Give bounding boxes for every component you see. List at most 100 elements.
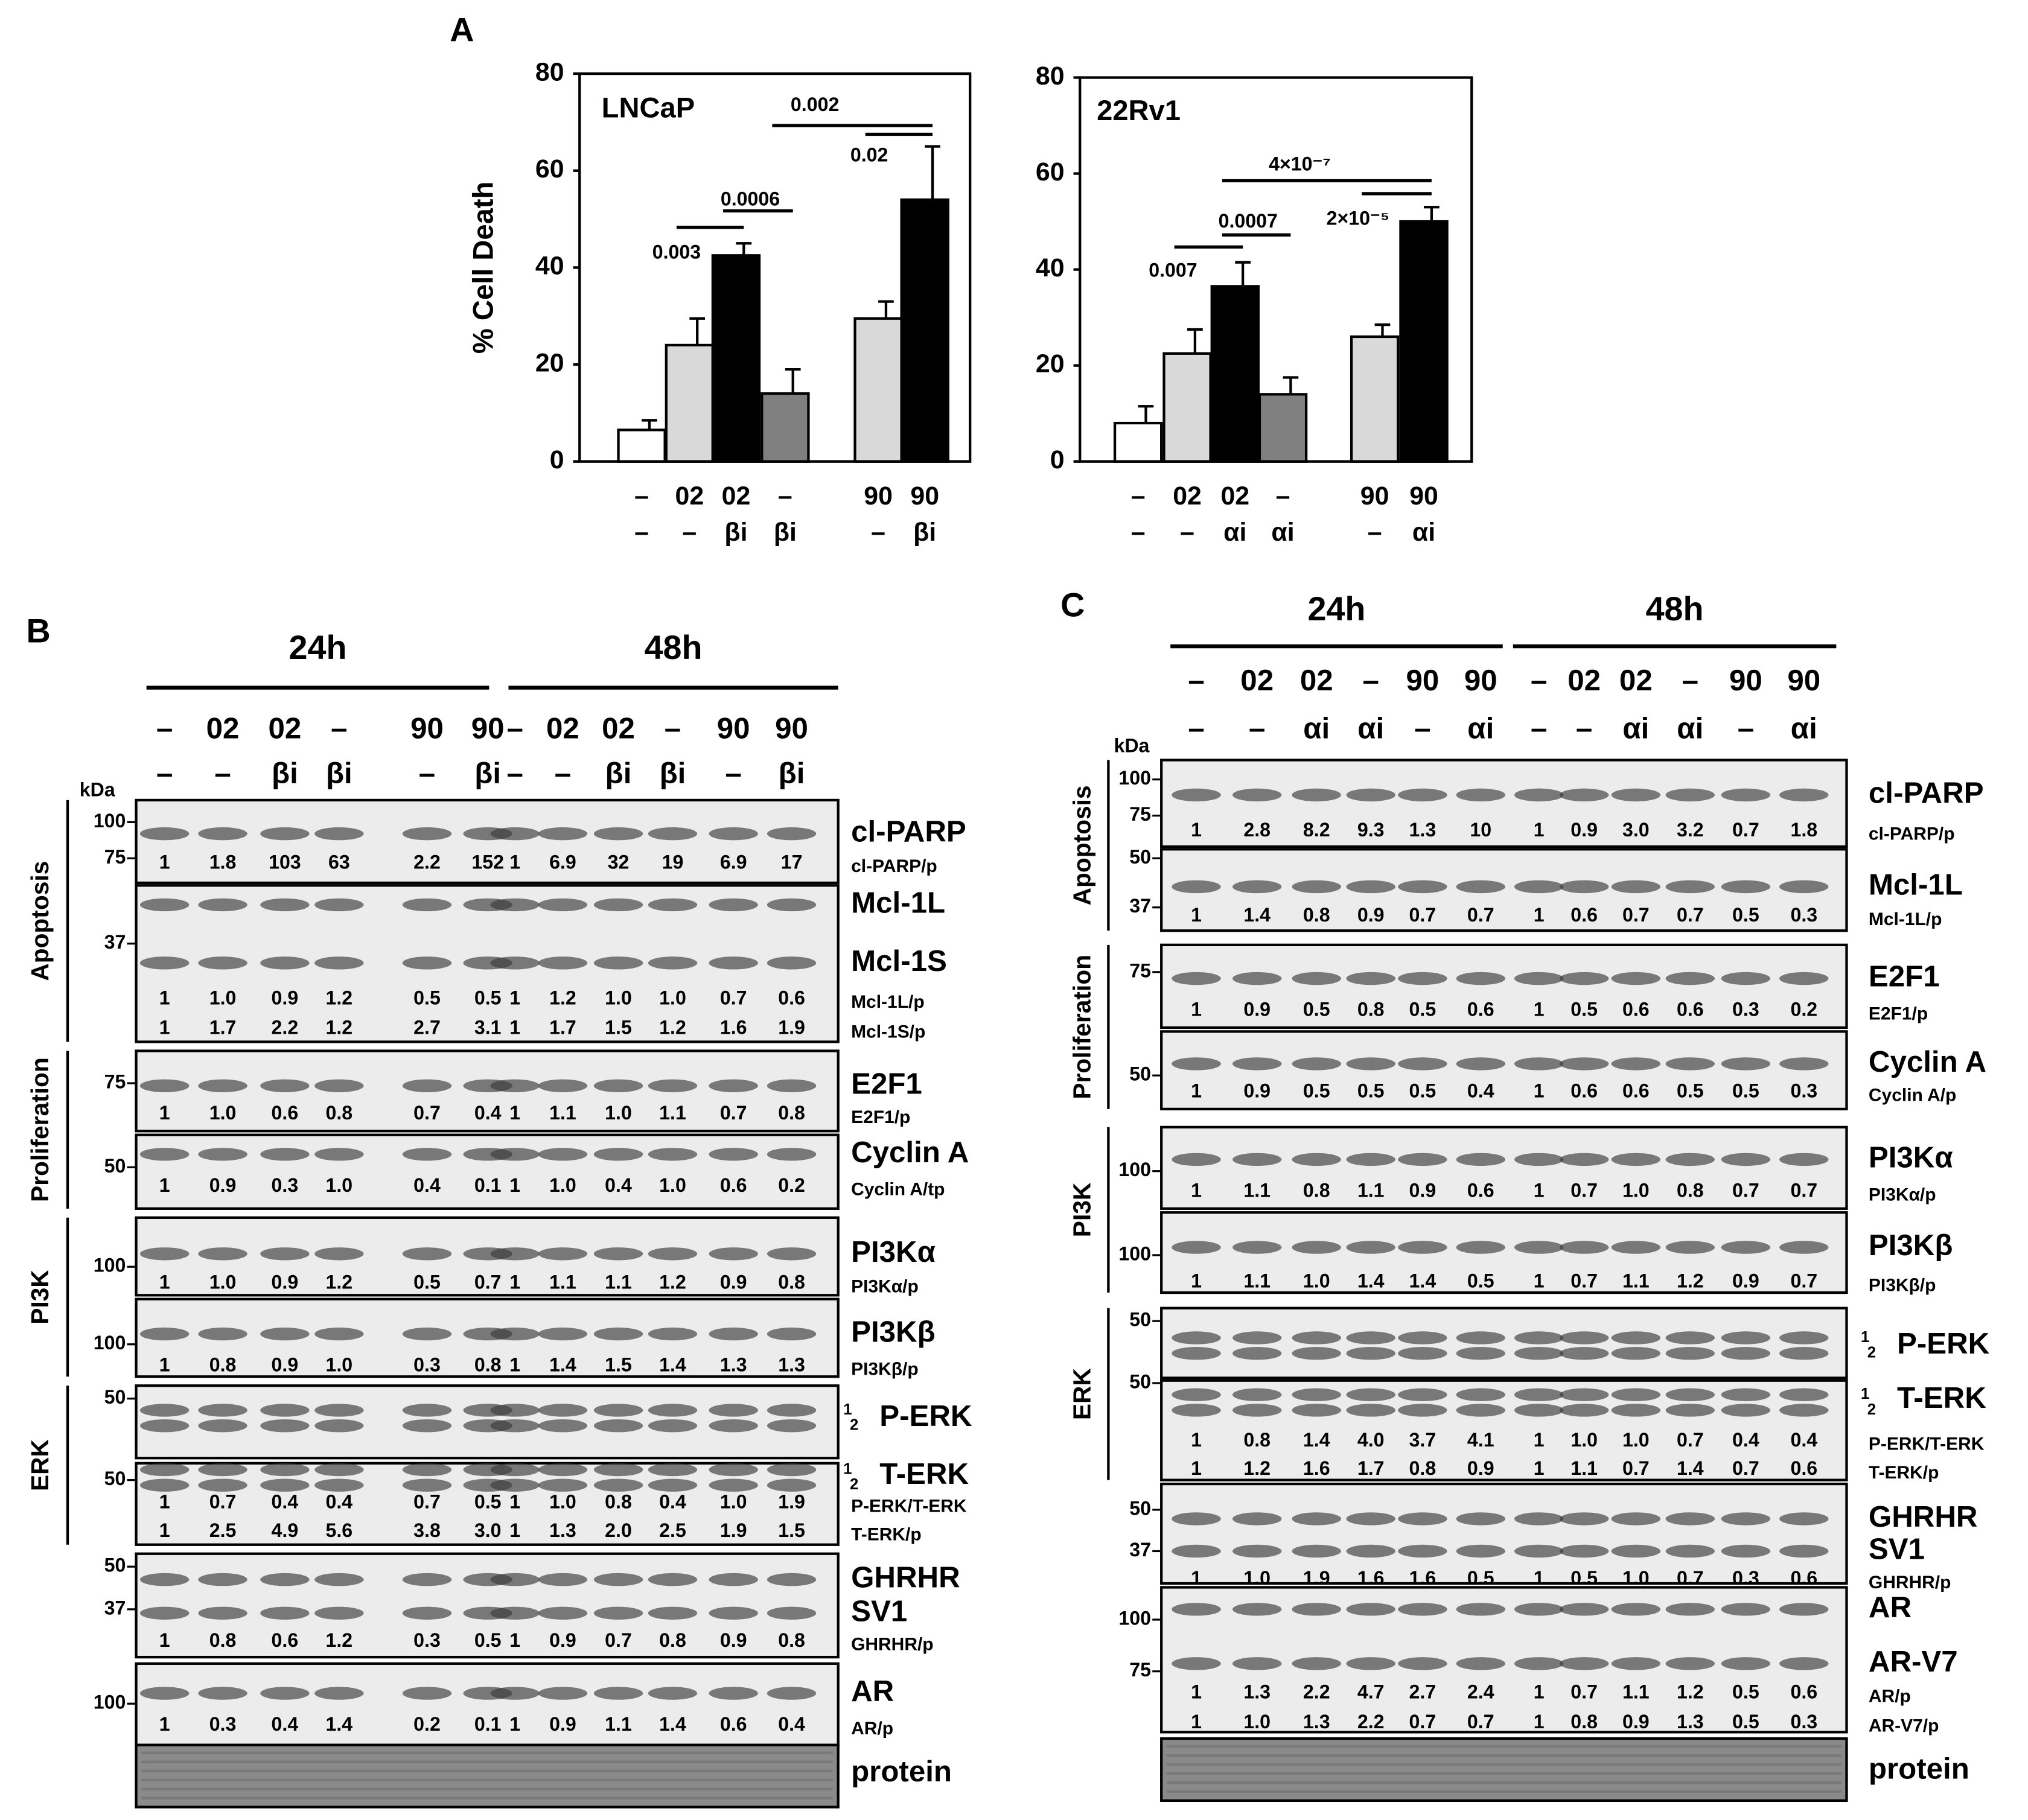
ratio-value: 1.0 xyxy=(1570,1429,1598,1451)
band xyxy=(1611,1512,1661,1526)
protein-name: Mcl-1L xyxy=(851,886,945,919)
ratio-value: 0.3 xyxy=(1790,1711,1817,1732)
band xyxy=(198,898,247,912)
ratio-value: 1 xyxy=(159,1629,170,1651)
time-label: 24h xyxy=(289,629,347,666)
band xyxy=(1665,1512,1715,1526)
ratio-value: 0.4 xyxy=(605,1174,632,1196)
band xyxy=(709,1478,758,1492)
lane-label: 90 xyxy=(1787,664,1820,697)
ratio-label: PI3Kα/p xyxy=(1869,1185,1936,1204)
band xyxy=(1611,1404,1661,1417)
band xyxy=(402,1573,452,1586)
band xyxy=(593,1419,643,1433)
x-tick-label: βi xyxy=(724,518,747,547)
ratio-value: 0.4 xyxy=(1467,1080,1494,1102)
band xyxy=(1292,1057,1341,1071)
ratio-value: 1.2 xyxy=(1677,1270,1704,1291)
ratio-value: 1.6 xyxy=(1303,1457,1330,1479)
ratio-value: 3.8 xyxy=(413,1519,441,1541)
ratio-value: 1.2 xyxy=(326,1017,353,1039)
lane-label: βi xyxy=(326,757,352,790)
band xyxy=(314,1687,364,1700)
ratio-value: 0.8 xyxy=(474,1354,502,1376)
x-tick-label: 90 xyxy=(1360,482,1389,511)
band xyxy=(314,1419,364,1433)
band xyxy=(1721,1404,1771,1417)
band xyxy=(1559,1603,1609,1616)
protein-name: GHRHR xyxy=(851,1561,960,1594)
ratio-value: 1.3 xyxy=(1677,1711,1704,1732)
bar xyxy=(1113,421,1163,463)
band xyxy=(1346,972,1395,985)
band xyxy=(198,1148,247,1161)
ratio-value: 1.2 xyxy=(659,1017,686,1039)
ratio-value: 1.9 xyxy=(720,1519,747,1541)
ratio-value: 2.2 xyxy=(413,851,441,873)
x-tick-label: 02 xyxy=(722,482,751,511)
ratio-value: 0.6 xyxy=(1790,1567,1817,1589)
band xyxy=(593,898,643,912)
ratio-value: 2.0 xyxy=(605,1519,632,1541)
band xyxy=(1232,1057,1282,1071)
band xyxy=(260,1687,310,1700)
band xyxy=(139,1247,190,1261)
kda-marker: 50 xyxy=(104,1386,126,1408)
band xyxy=(767,827,817,841)
band xyxy=(1456,1331,1505,1344)
band xyxy=(139,956,190,970)
blot-background xyxy=(135,798,840,885)
ratio-value: 1.1 xyxy=(1243,1270,1271,1291)
band-number: 2 xyxy=(1867,1344,1876,1361)
x-tick-label: βi xyxy=(913,518,936,547)
group-label: ERK xyxy=(1068,1368,1095,1420)
band xyxy=(402,1478,452,1492)
ratio-value: 0.6 xyxy=(1622,999,1650,1020)
p-value: 2×10⁻⁵ xyxy=(1327,208,1389,229)
ratio-value: 0.2 xyxy=(1790,999,1817,1020)
band xyxy=(402,1327,452,1341)
band xyxy=(1346,880,1395,894)
band xyxy=(1398,1241,1447,1254)
ratio-value: 19 xyxy=(662,851,684,873)
bar xyxy=(1258,393,1308,463)
band xyxy=(593,1247,643,1261)
ratio-value: 0.5 xyxy=(474,1629,502,1651)
band xyxy=(1456,788,1505,802)
ratio-value: 0.6 xyxy=(1790,1457,1817,1479)
ratio-value: 0.9 xyxy=(1243,1080,1271,1102)
protein-name: protein xyxy=(1869,1752,1969,1786)
ratio-value: 1.7 xyxy=(549,1017,576,1039)
kda-marker: 50 xyxy=(1129,846,1151,868)
ratio-value: 1 xyxy=(509,1519,520,1541)
lane-label: 02 xyxy=(1619,664,1653,697)
ratio-value: 1.4 xyxy=(1303,1429,1330,1451)
ratio-value: 0.7 xyxy=(1732,1457,1759,1479)
protein-name: SV1 xyxy=(1869,1532,1925,1565)
band xyxy=(709,1404,758,1417)
ratio-value: 1.0 xyxy=(720,1491,747,1513)
kda-marker: 100 xyxy=(1118,1242,1151,1264)
ratio-value: 1.1 xyxy=(1622,1270,1650,1291)
ratio-value: 0.1 xyxy=(474,1713,502,1735)
kda-marker: 50 xyxy=(1129,1309,1151,1331)
lane-label: – xyxy=(331,711,347,745)
ratio-value: 5.6 xyxy=(326,1519,353,1541)
blot-background xyxy=(1160,943,1848,1029)
protein-name: PI3Kβ xyxy=(1869,1229,1953,1262)
ratio-value: 1.0 xyxy=(659,987,686,1008)
band xyxy=(1514,788,1564,802)
ratio-value: 0.7 xyxy=(413,1491,441,1513)
lane-label: βi xyxy=(605,757,632,790)
band xyxy=(139,1687,190,1700)
band xyxy=(1611,788,1661,802)
lane-label: 90 xyxy=(717,711,750,745)
ratio-value: 0.4 xyxy=(659,1491,686,1513)
kda-label: kDa xyxy=(80,778,116,800)
panel-label: C xyxy=(1060,586,1085,623)
y-tick-label: 80 xyxy=(1036,62,1065,91)
band xyxy=(490,1419,540,1433)
bar xyxy=(853,317,903,463)
ratio-label: cl-PARP/p xyxy=(1869,824,1955,844)
protein-name: SV1 xyxy=(851,1594,907,1628)
